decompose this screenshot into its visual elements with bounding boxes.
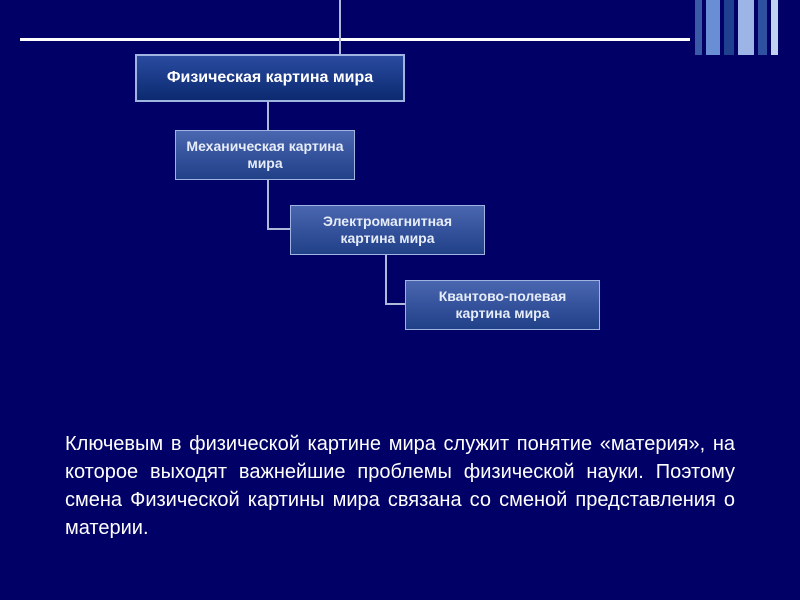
connector xyxy=(267,102,269,130)
box-mechanical: Механическая картина мира xyxy=(175,130,355,180)
stripe xyxy=(758,0,767,55)
slide: Физическая картина мира Механическая кар… xyxy=(0,0,800,600)
stripe xyxy=(738,0,754,55)
box-label: Физическая картина мира xyxy=(167,68,373,87)
box-quantum-field: Квантово-полевая картина мира xyxy=(405,280,600,330)
connector xyxy=(267,180,269,230)
corner-stripes xyxy=(0,0,800,55)
box-electromagnetic: Электромагнитная картина мира xyxy=(290,205,485,255)
connector xyxy=(339,0,341,54)
box-physical-worldview: Физическая картина мира xyxy=(135,54,405,102)
connector xyxy=(385,255,387,305)
stripe xyxy=(724,0,734,55)
box-label: Квантово-полевая картина мира xyxy=(414,288,591,322)
connector xyxy=(267,228,290,230)
box-label: Механическая картина мира xyxy=(184,138,346,172)
paragraph-text: Ключевым в физической картине мира служи… xyxy=(65,433,735,539)
stripe xyxy=(695,0,702,55)
connector xyxy=(385,303,405,305)
body-paragraph: Ключевым в физической картине мира служи… xyxy=(65,430,735,542)
header-rule xyxy=(20,38,690,41)
stripe xyxy=(771,0,778,55)
stripe xyxy=(706,0,720,55)
box-label: Электромагнитная картина мира xyxy=(299,213,476,247)
